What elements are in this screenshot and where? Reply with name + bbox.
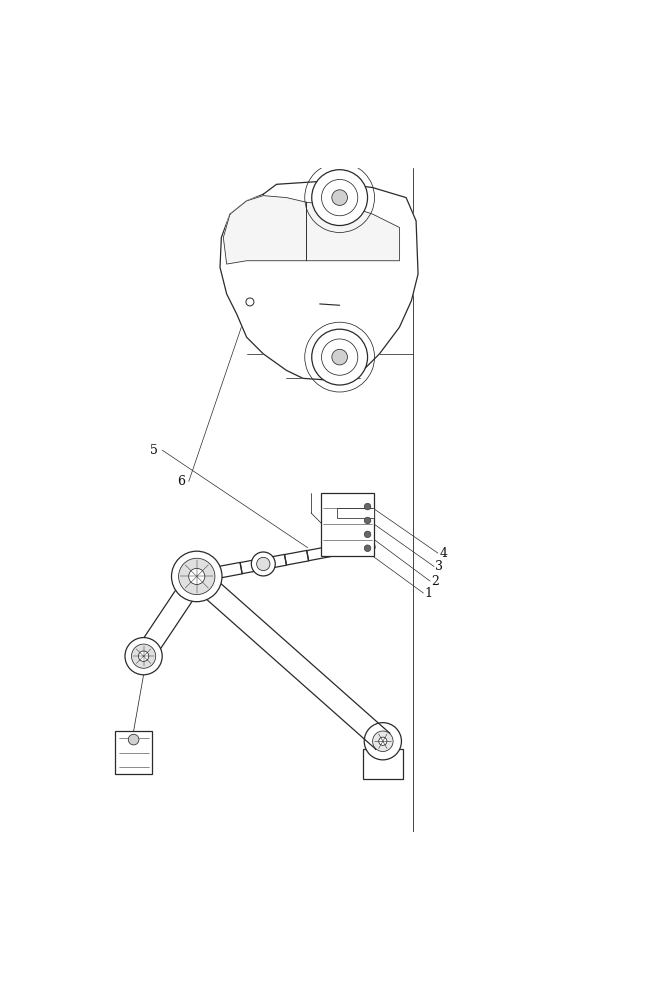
Circle shape [246,298,254,306]
Bar [363,749,403,779]
Circle shape [172,551,222,602]
Circle shape [364,517,371,524]
Text: 5: 5 [151,444,158,457]
Circle shape [332,190,348,205]
Circle shape [139,651,149,661]
Polygon shape [135,571,205,662]
Circle shape [131,644,156,668]
Bar [321,493,374,556]
Circle shape [256,557,270,571]
Polygon shape [351,538,375,552]
Circle shape [364,503,371,510]
Circle shape [188,568,205,585]
Bar [337,508,374,518]
Polygon shape [306,202,400,261]
Circle shape [129,734,139,745]
Polygon shape [240,558,264,574]
Bar [115,731,152,774]
Circle shape [312,329,368,385]
Text: 4: 4 [440,547,448,560]
Polygon shape [307,546,331,561]
Polygon shape [190,568,390,749]
Polygon shape [196,566,220,582]
Circle shape [251,552,275,576]
Circle shape [125,638,163,675]
Polygon shape [220,181,418,380]
Circle shape [379,737,387,745]
Circle shape [364,531,371,538]
Circle shape [372,731,393,751]
Circle shape [322,339,358,375]
Polygon shape [223,196,306,264]
Circle shape [312,170,368,226]
Circle shape [322,179,358,216]
Circle shape [364,545,371,552]
Polygon shape [218,562,242,578]
Text: 2: 2 [432,575,440,588]
Circle shape [364,723,402,760]
Text: 1: 1 [425,587,433,600]
Circle shape [332,349,348,365]
Text: 6: 6 [176,475,185,488]
Polygon shape [329,542,353,556]
Circle shape [178,558,215,595]
Polygon shape [262,554,286,569]
Polygon shape [284,550,308,565]
Text: 3: 3 [436,560,444,573]
